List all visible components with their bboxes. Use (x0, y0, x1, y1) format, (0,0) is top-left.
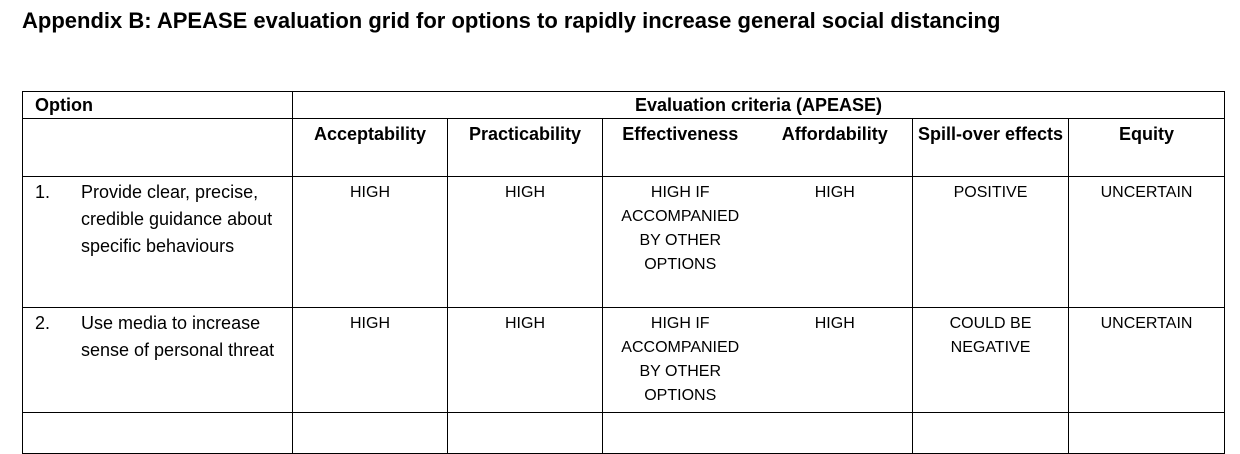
spill-over-value: POSITIVE (912, 176, 1069, 308)
table-row: 1. Provide clear, precise, credible guid… (22, 176, 1226, 308)
effectiveness-value-text: HIGH IF ACCOMPANIED BY OTHER OPTIONS (621, 184, 740, 273)
criterion-equity: Equity (1067, 118, 1226, 177)
option-number: 1. (35, 182, 51, 202)
effectiveness-value: HIGH IF ACCOMPANIED BY OTHER OPTIONS (602, 176, 758, 308)
option-cell: 1. Provide clear, precise, credible guid… (22, 176, 293, 308)
apease-evaluation-table: Option Evaluation criteria (APEASE) Acce… (22, 91, 1226, 454)
page-title: Appendix B: APEASE evaluation grid for o… (22, 8, 1001, 33)
criterion-spill-over-effects: Spill-over effects (912, 118, 1069, 177)
partial-cell (912, 412, 1069, 454)
partial-cell (1067, 412, 1226, 454)
option-header: Option (22, 91, 293, 119)
criterion-practicability: Practicability (447, 118, 603, 177)
criteria-row-empty-cell (22, 118, 293, 177)
practicability-value: HIGH (447, 307, 603, 413)
partial-cell (292, 412, 448, 454)
acceptability-value: HIGH (292, 176, 448, 308)
criterion-affordability: Affordability (757, 118, 913, 177)
partial-cell (447, 412, 603, 454)
header-row: Option Evaluation criteria (APEASE) (22, 91, 1226, 119)
table-row: 2. Use media to increase sense of person… (22, 307, 1226, 413)
equity-value: UNCERTAIN (1067, 307, 1226, 413)
equity-value: UNCERTAIN (1067, 176, 1226, 308)
partial-cell (757, 412, 913, 454)
spill-over-value-text: COULD BE NEGATIVE (949, 315, 1032, 356)
criteria-row: Acceptability Practicability Effectivene… (22, 118, 1226, 177)
affordability-value: HIGH (757, 307, 913, 413)
criterion-effectiveness: Effectiveness (602, 118, 758, 177)
affordability-value: HIGH (757, 176, 913, 308)
option-number: 2. (35, 313, 51, 333)
effectiveness-value-text: HIGH IF ACCOMPANIED BY OTHER OPTIONS (621, 315, 740, 404)
partial-cell (602, 412, 758, 454)
practicability-value: HIGH (447, 176, 603, 308)
acceptability-value: HIGH (292, 307, 448, 413)
evaluation-criteria-header: Evaluation criteria (APEASE) (291, 91, 1226, 119)
option-cell: 2. Use media to increase sense of person… (22, 307, 293, 413)
table-row-partial (22, 412, 1226, 454)
option-text: Use media to increase sense of personal … (81, 313, 275, 360)
spill-over-value: COULD BE NEGATIVE (912, 307, 1069, 413)
effectiveness-value: HIGH IF ACCOMPANIED BY OTHER OPTIONS (602, 307, 758, 413)
criterion-acceptability: Acceptability (292, 118, 448, 177)
partial-cell (22, 412, 293, 454)
option-text: Provide clear, precise, credible guidanc… (81, 182, 273, 256)
